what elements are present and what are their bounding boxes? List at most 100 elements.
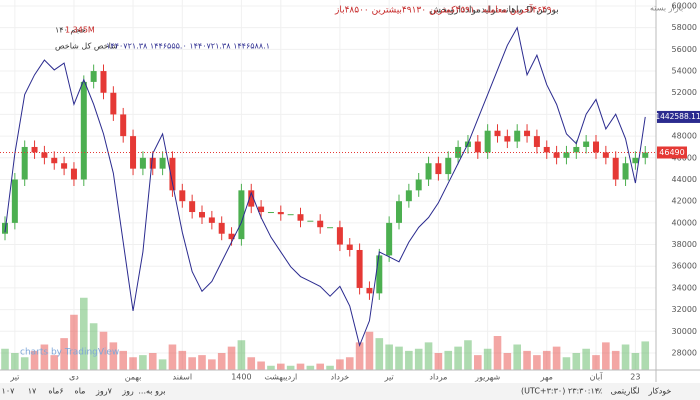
volume-bar <box>277 363 285 370</box>
candle-body <box>445 157 452 175</box>
candle-body <box>504 136 511 142</box>
toolbar-button[interactable]: لگاریتمی <box>610 386 639 396</box>
candle-body <box>218 222 225 234</box>
candle-body <box>543 146 550 153</box>
toolbar-button[interactable]: روز <box>121 387 134 396</box>
volume-label: حجم ۱۴۰ <box>55 26 86 35</box>
volume-bar <box>552 346 561 370</box>
volume-bar <box>621 344 630 370</box>
candle-body <box>61 163 68 169</box>
toolbar-button[interactable]: ۱۰۷ <box>2 387 16 396</box>
volume-bar <box>11 353 19 370</box>
volume-bar <box>611 350 620 370</box>
x-tick-label: اسفند <box>173 373 193 382</box>
volume-bar <box>375 338 384 370</box>
toolbar-button[interactable]: ۱۷ <box>28 387 37 396</box>
candle-body <box>632 157 639 164</box>
y-tick-label: 38000 <box>672 240 697 249</box>
y-tick-label: 56000 <box>672 45 697 54</box>
volume-bar <box>237 340 246 370</box>
volume-bar <box>208 359 216 370</box>
candle-body <box>583 141 590 147</box>
candle-body <box>474 141 481 153</box>
volume-bar <box>444 350 453 370</box>
y-tick-label: 40000 <box>672 218 697 227</box>
candle-body <box>642 152 649 158</box>
volume-bar <box>70 314 78 370</box>
symbol: بورس D ماهانه تولیدموادداروپخش <box>430 6 559 16</box>
volume-bar <box>405 350 413 370</box>
index-line <box>4 26 646 348</box>
volume-bar <box>582 348 590 370</box>
index-values: ۱۴۴۰۷۲۱.۳۸ ۱۴۴۶۵۵۵.۰ ۱۴۴۰۷۲۱.۳۸ ۱۴۴۶۵۸۸.… <box>106 42 270 51</box>
volume-bar <box>503 353 512 370</box>
y-tick-label: 30000 <box>672 327 697 336</box>
candle-body <box>120 114 127 137</box>
candle-body <box>51 157 58 164</box>
toolbar-button[interactable]: ماه <box>75 387 86 396</box>
y-tick-label: 44000 <box>672 175 697 184</box>
volume-bar <box>60 338 68 370</box>
y-tick-label: 42000 <box>672 197 697 206</box>
volume-bar <box>20 357 29 370</box>
toolbar-button[interactable]: ٪ <box>598 387 602 396</box>
candle-body <box>169 157 176 191</box>
volume-bar <box>89 323 98 370</box>
volume-bar <box>493 336 502 370</box>
candle-body <box>248 190 255 207</box>
x-tick-label: اردیبهشت <box>264 373 297 382</box>
volume-bar <box>178 350 187 370</box>
volume-bar <box>139 355 147 370</box>
y-tick-label: 54000 <box>672 67 697 76</box>
candle-body <box>376 255 383 294</box>
x-tick-label: 23 <box>630 373 640 382</box>
toolbar-button[interactable]: ۶ماه <box>48 387 63 396</box>
volume-bar <box>306 365 315 370</box>
volume-bar <box>1 348 9 370</box>
toolbar-button[interactable]: ۷روز <box>95 387 113 396</box>
volume-bar <box>631 353 640 370</box>
volume-bar <box>483 348 492 370</box>
last-price-label: 46490 <box>659 148 684 157</box>
candle-body <box>277 212 284 215</box>
volume-bar <box>365 331 374 370</box>
candle-body <box>514 130 521 142</box>
candle-body <box>366 287 373 294</box>
volume-bar <box>286 365 295 370</box>
candle-body <box>228 233 235 240</box>
candle-body <box>90 71 97 82</box>
candle-body <box>415 179 422 191</box>
volume-bar <box>109 342 118 370</box>
toolbar-button[interactable]: برو به... <box>138 387 165 396</box>
x-tick-label: شهریور <box>474 373 500 382</box>
toolbar-button[interactable]: ۲۳:۳۰:۱۴ (UTC+۳:۳۰) <box>521 387 599 396</box>
y-tick-label: 36000 <box>672 262 697 271</box>
candle-body <box>189 201 196 213</box>
candle-body <box>602 152 609 158</box>
candle-body <box>612 157 619 180</box>
candle-body <box>346 244 353 250</box>
candle-body <box>622 163 629 180</box>
index-price-tag <box>657 110 700 123</box>
volume-bar <box>523 350 531 370</box>
volume-bar <box>474 355 482 370</box>
watermark: charts by TradingView <box>20 348 119 358</box>
volume-bar <box>454 346 462 370</box>
volume-bar <box>188 357 196 370</box>
index-price-label: 1442588.11 <box>655 112 700 121</box>
candle-body <box>524 130 531 137</box>
toolbar-button[interactable]: خودکار <box>648 387 672 396</box>
candle-body <box>396 201 402 223</box>
volume-bar <box>158 359 167 370</box>
y-tick-label: 52000 <box>672 88 697 97</box>
volume-bar <box>562 357 571 370</box>
x-tick-label: بهمن <box>125 373 142 382</box>
y-tick-label: 34000 <box>672 283 697 292</box>
candle-body <box>238 190 245 240</box>
candle-body <box>11 179 18 223</box>
x-tick-label: مهر <box>540 373 553 382</box>
candle-body <box>267 212 274 214</box>
toolbar <box>0 383 700 400</box>
